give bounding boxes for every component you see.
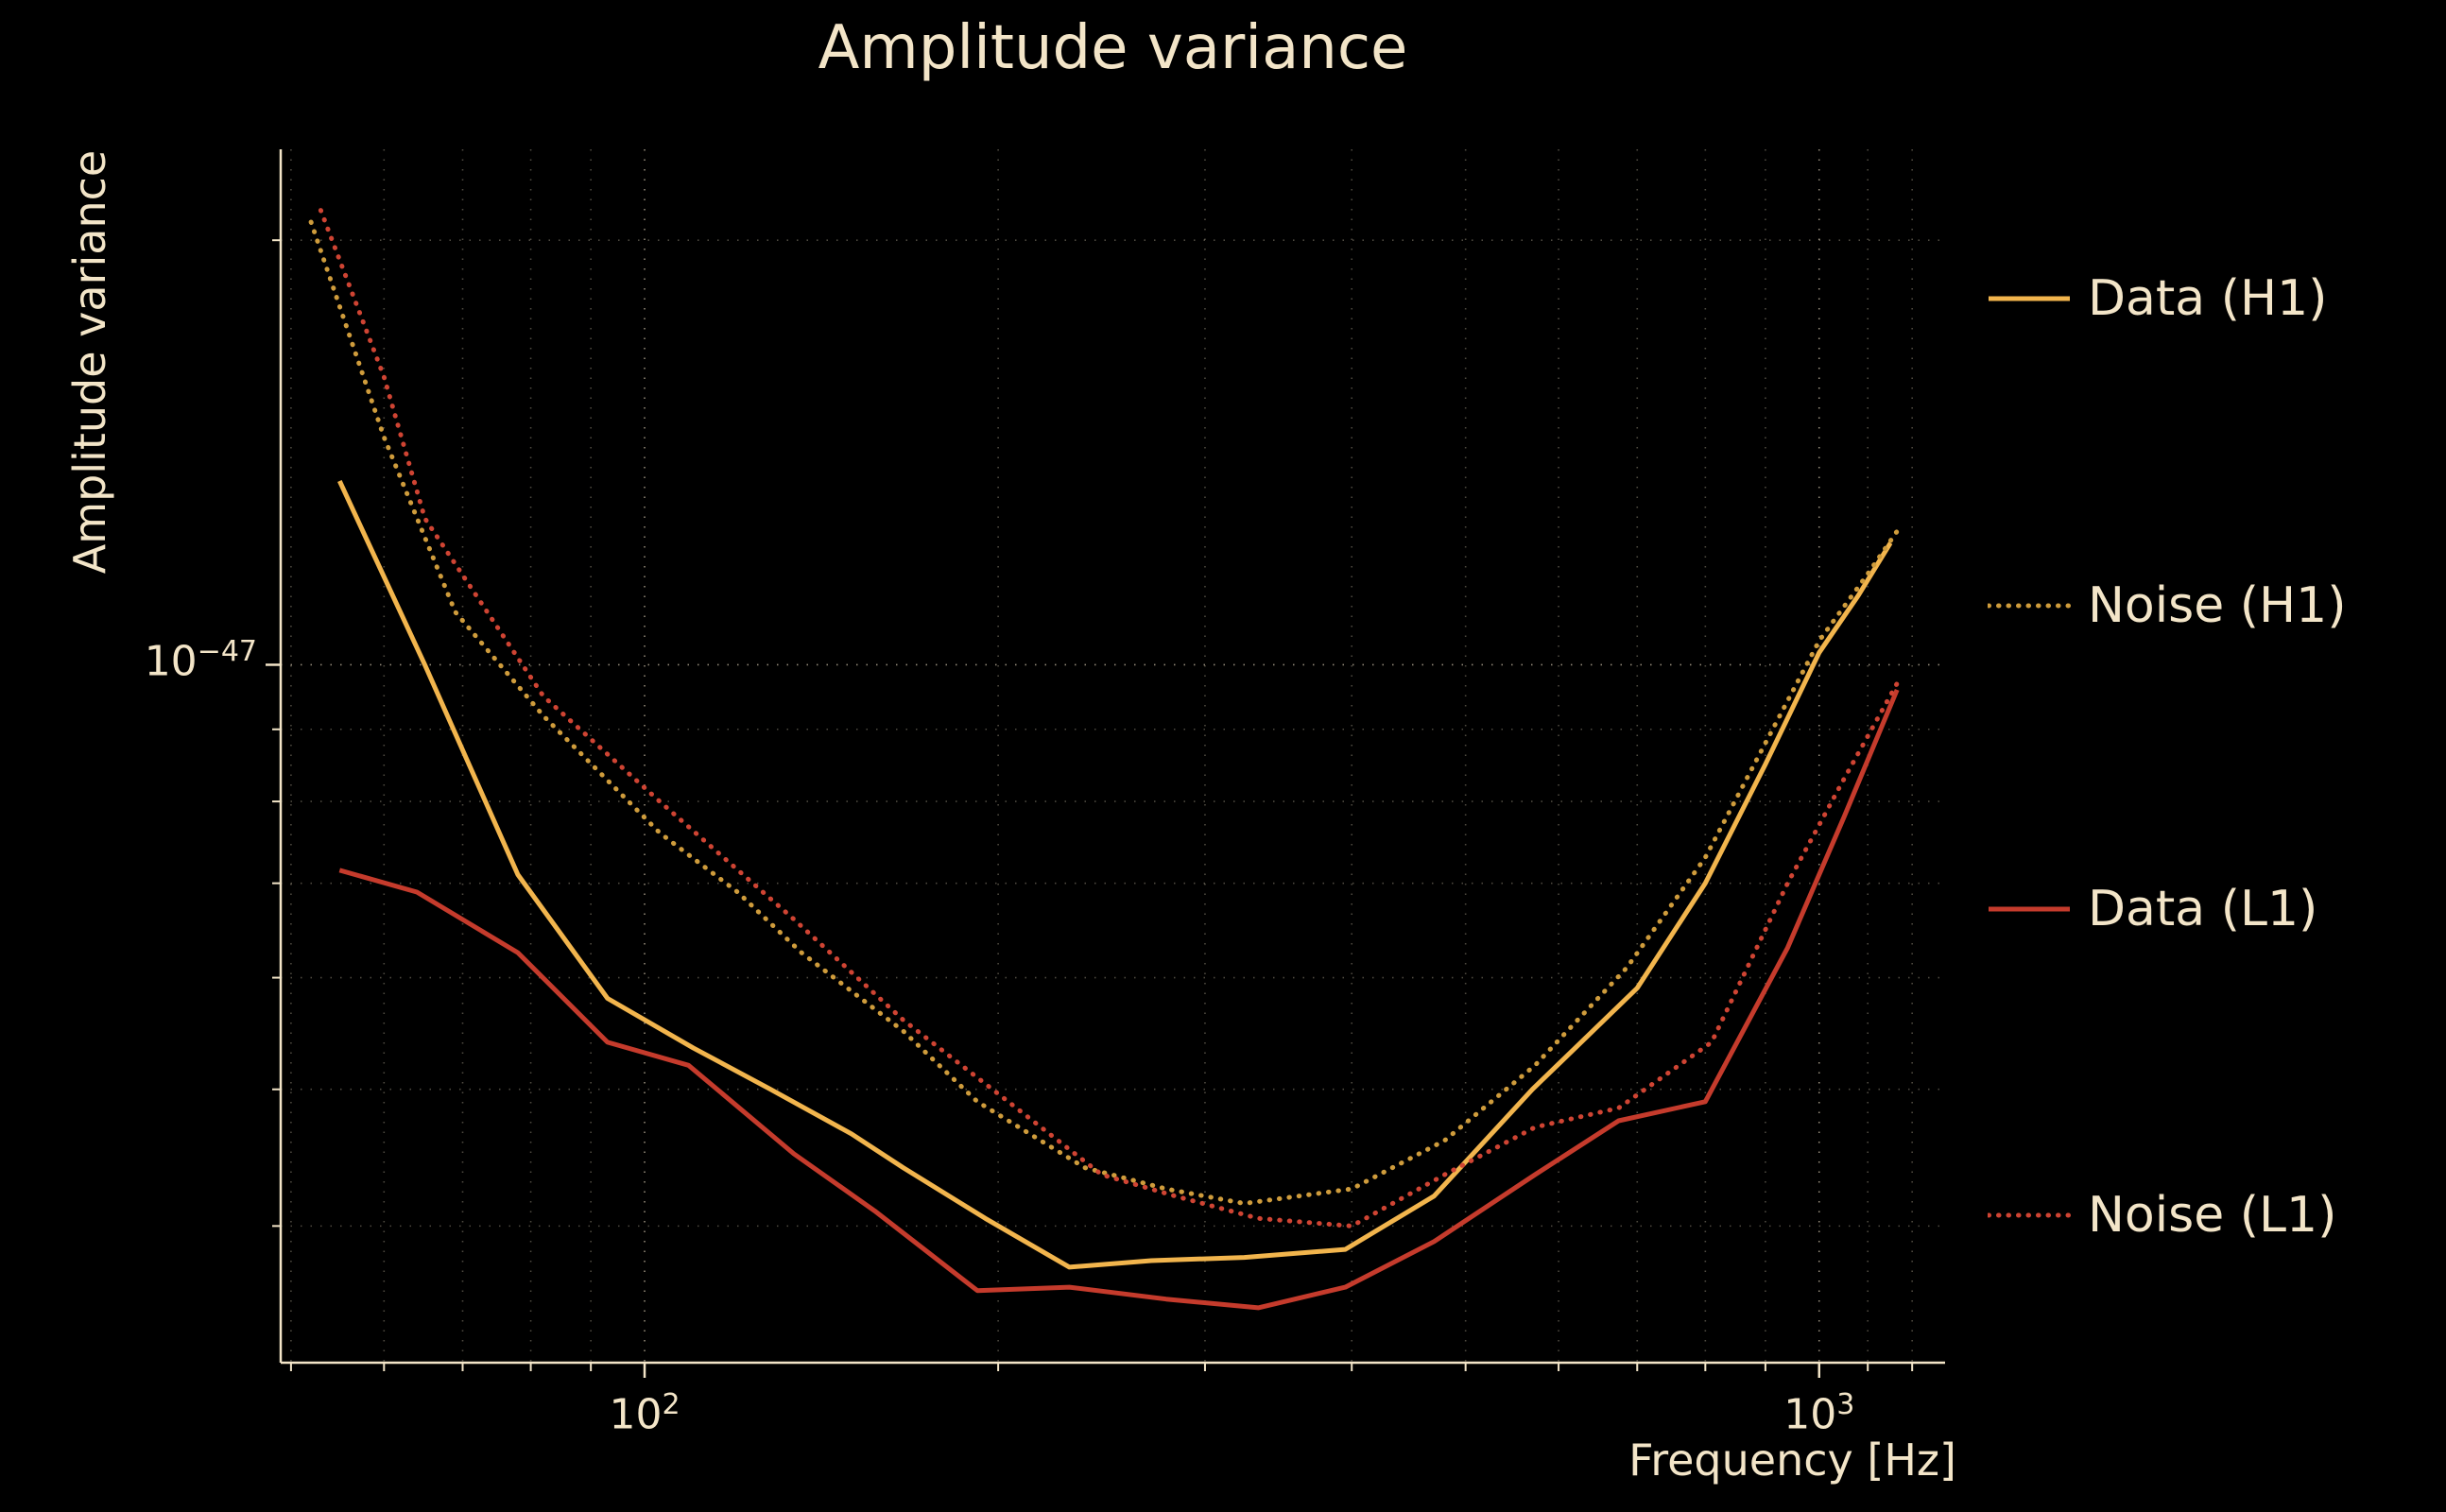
legend-line-sample xyxy=(1989,296,2070,301)
y-tick-label: 10−47 xyxy=(144,635,257,687)
series-line-noise-l1 xyxy=(318,208,1900,1228)
legend-item-data-l1: Data (L1) xyxy=(1988,881,2317,937)
x-tick-label: 103 xyxy=(1783,1388,1855,1439)
legend-item-data-h1: Data (H1) xyxy=(1988,270,2327,327)
legend-line-sample xyxy=(1989,906,2070,912)
legend-line-sample xyxy=(1988,1212,2071,1218)
legend-item-noise-l1: Noise (L1) xyxy=(1988,1187,2336,1244)
chart-title: Amplitude variance xyxy=(818,13,1408,83)
legend-label: Data (H1) xyxy=(2088,270,2328,327)
series-line-noise-h1 xyxy=(308,219,1902,1206)
legend-line-sample xyxy=(1988,603,2071,609)
x-axis-label: Frequency [Hz] xyxy=(1628,1435,1956,1486)
legend-label: Data (L1) xyxy=(2088,881,2318,937)
x-tick-label: 102 xyxy=(609,1388,680,1439)
y-axis-label: Amplitude variance xyxy=(64,149,115,575)
series-line-data-h1 xyxy=(337,479,1893,1270)
series-line-data-l1 xyxy=(338,688,1900,1311)
legend-item-noise-h1: Noise (H1) xyxy=(1988,577,2347,634)
legend-label: Noise (H1) xyxy=(2088,577,2347,634)
legend-label: Noise (L1) xyxy=(2088,1187,2337,1244)
